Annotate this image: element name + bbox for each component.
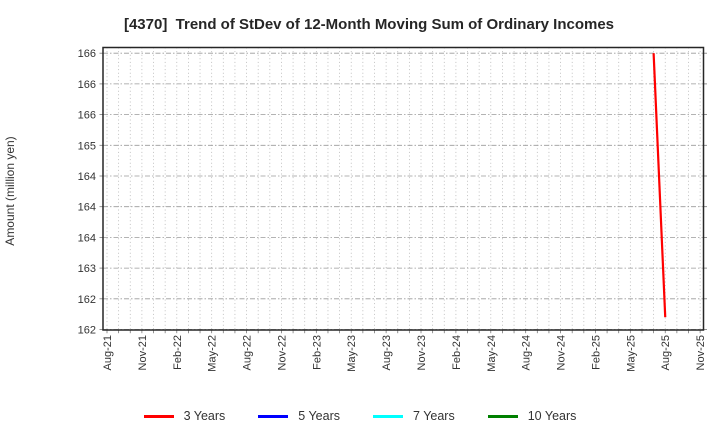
legend-item-7-years: 7 Years	[373, 409, 455, 423]
y-tick-label: 165	[78, 140, 96, 152]
grid-layer	[103, 47, 704, 330]
x-tick-label: May-25	[625, 335, 637, 372]
y-tick-label: 166	[78, 79, 96, 91]
x-tick-label: Nov-23	[416, 335, 428, 370]
x-tick-label: Aug-22	[242, 335, 254, 370]
legend-swatch-5-years	[258, 414, 289, 418]
x-tick-label: May-24	[486, 335, 498, 372]
chart-title: [4370] Trend of StDev of 12-Month Moving…	[123, 16, 615, 33]
x-tick-label: Aug-21	[102, 335, 114, 370]
y-tick-label: 162	[78, 294, 96, 306]
legend-item-3-years: 3 Years	[143, 409, 226, 423]
y-axis-label: Amount (million yen)	[3, 136, 17, 245]
legend-swatch-7-years	[373, 414, 404, 418]
x-tick-label: Nov-24	[556, 335, 568, 370]
legend-label: 5 Years	[298, 409, 341, 423]
legend-label: 3 Years	[183, 409, 226, 423]
y-tick-label: 163	[78, 263, 96, 275]
y-tick-label: 166	[78, 48, 96, 60]
legend-swatch-3-years	[143, 414, 174, 418]
tick-label-layer: 166 166 166 165 164 164 164 163 162 162 Aug-21 Nov-…	[78, 48, 707, 371]
legend-swatch-10-years	[487, 414, 518, 418]
legend-label: 10 Years	[527, 409, 577, 423]
x-tick-label: Aug-25	[660, 335, 672, 370]
axis-layer	[99, 46, 707, 334]
x-tick-label: Feb-25	[590, 335, 602, 370]
chart-legend: 3 Years 5 Years 7 Years 10 Years	[0, 404, 720, 428]
y-tick-label: 164	[78, 171, 96, 183]
y-tick-label: 166	[78, 110, 96, 122]
y-tick-label: 164	[78, 232, 96, 244]
y-tick-label: 162	[78, 325, 96, 337]
x-tick-label: Feb-22	[172, 335, 184, 370]
series-line-3-years	[652, 53, 667, 318]
legend-item-5-years: 5 Years	[258, 409, 340, 423]
x-tick-label: Feb-24	[451, 335, 463, 370]
x-tick-label: May-23	[346, 335, 358, 372]
x-tick-label: Feb-23	[311, 335, 323, 370]
y-tick-label: 164	[78, 202, 96, 214]
x-tick-label: Nov-22	[276, 335, 288, 370]
legend-label: 7 Years	[413, 409, 455, 423]
legend-item-10-years: 10 Years	[487, 409, 577, 423]
x-tick-label: Nov-25	[695, 335, 707, 370]
x-tick-label: Nov-21	[137, 335, 149, 370]
plot-border	[102, 46, 705, 331]
x-tick-label: Aug-23	[381, 335, 393, 370]
series-layer	[652, 53, 667, 318]
x-tick-label: Aug-24	[521, 335, 533, 370]
x-tick-label: May-22	[207, 335, 219, 372]
